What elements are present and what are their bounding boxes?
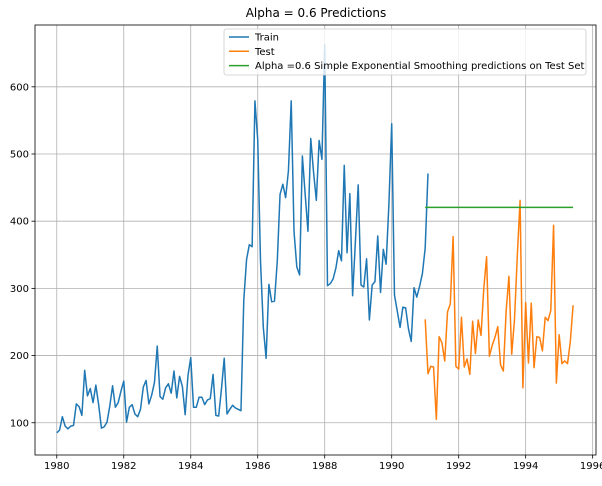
x-tick-label: 1986 [245,461,270,472]
legend: Train Test Alpha =0.6 Simple Exponential S… [223,28,587,76]
y-tick-label: 600 [10,82,29,93]
series-line-train [56,43,429,434]
x-tick-label: 1982 [111,461,136,472]
x-tick-label: 1994 [513,461,538,472]
chart-title: Alpha = 0.6 Predictions [246,6,387,20]
ticks-layer: 1980 1982 1984 1986 1988 1990 1992 1994 1996 100 2… [10,82,602,472]
grid-layer [35,25,596,455]
x-tick-label: 1990 [379,461,404,472]
y-tick-label: 100 [10,418,29,429]
y-tick-label: 300 [10,284,29,295]
y-tick-label: 500 [10,150,29,161]
plot-frame [34,24,597,456]
legend-label: Test [254,47,275,58]
x-tick-label: 1984 [178,461,203,472]
y-tick-label: 200 [10,351,29,362]
legend-box [223,28,587,76]
x-tick-label: 1996 [580,461,602,472]
legend-label: Alpha =0.6 Simple Exponential Smoothing … [255,61,585,72]
series-layer [56,43,574,434]
x-tick-label: 1988 [312,461,337,472]
series-line-test [424,199,574,421]
x-tick-label: 1992 [446,461,471,472]
legend-label: Train [254,33,279,44]
y-tick-label: 400 [10,217,29,228]
x-tick-label: 1980 [44,461,69,472]
